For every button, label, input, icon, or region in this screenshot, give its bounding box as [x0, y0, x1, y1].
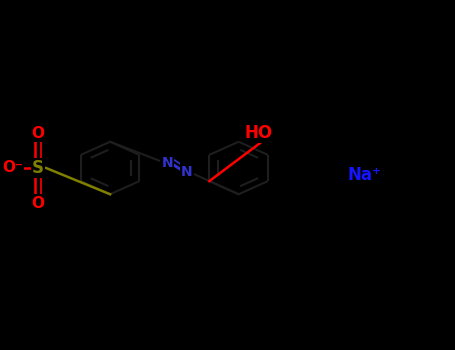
Text: O: O	[31, 196, 45, 210]
Text: N: N	[162, 156, 173, 170]
Text: N: N	[181, 164, 192, 178]
Text: Na⁺: Na⁺	[348, 166, 382, 184]
Text: O⁻: O⁻	[2, 161, 23, 175]
Text: HO: HO	[245, 124, 273, 142]
Text: S: S	[32, 159, 44, 177]
Text: O: O	[31, 126, 45, 140]
